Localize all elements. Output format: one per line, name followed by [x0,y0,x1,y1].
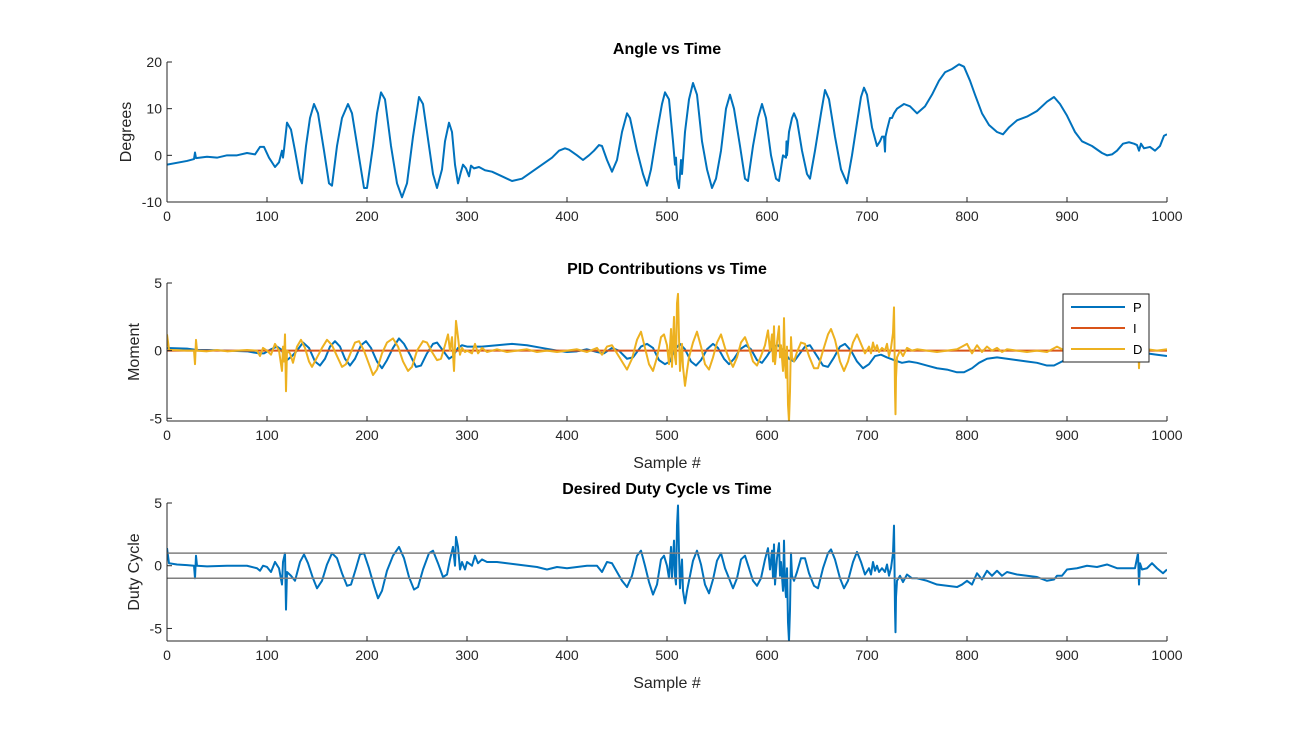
x-tick-label: 900 [1055,647,1079,663]
y-tick-label: 0 [154,147,162,163]
x-tick-label: 700 [855,427,879,443]
pid-panel: PID Contributions vs Time Moment Sample … [126,261,1183,472]
x-tick-label: 100 [255,427,279,443]
y-tick-label: -5 [150,620,163,636]
series-group [167,63,1167,199]
x-tick-label: 800 [955,647,979,663]
y-tick-label: 0 [154,558,162,574]
x-tick-label: 1000 [1151,647,1182,663]
y-tick-label: -10 [142,194,162,210]
x-tick-label: 100 [255,647,279,663]
y-axis-label: Moment [126,323,143,381]
panel-title: Angle vs Time [613,41,721,58]
y-tick-label: 20 [146,54,162,70]
x-tick-label: 900 [1055,427,1079,443]
x-tick-label: 600 [755,427,779,443]
y-tick-label: 5 [154,495,162,511]
x-tick-label: 500 [655,208,679,224]
y-tick-label: 5 [154,275,162,291]
legend: PID [1062,293,1150,363]
x-tick-label: 400 [555,208,579,224]
series-group [167,292,1167,421]
y-tick-label: 10 [146,101,162,117]
angle-panel: Angle vs Time Degrees 0 100 200 300 400 500 60… [118,41,1183,224]
y-axis-label: Duty Cycle [126,533,143,610]
x-tick-label: 0 [163,427,171,443]
x-tick-label: 200 [355,647,379,663]
series-line-0 [167,63,1167,199]
x-tick-label: 1000 [1151,427,1182,443]
x-tick-label: 300 [455,208,479,224]
plot-area [167,62,1167,202]
legend-label-p: P [1133,300,1142,315]
x-tick-label: 500 [655,647,679,663]
x-tick-label: 200 [355,208,379,224]
x-tick-label: 700 [855,208,879,224]
x-axis-label: Sample # [633,455,701,472]
series-group [167,504,1167,641]
y-tick-label: -5 [150,410,163,426]
x-tick-label: 400 [555,647,579,663]
x-tick-label: 1000 [1151,208,1182,224]
x-tick-label: 500 [655,427,679,443]
legend-label-i: I [1133,321,1137,336]
x-tick-label: 400 [555,427,579,443]
series-line-d [167,292,1167,421]
duty-cycle-panel: Desired Duty Cycle vs Time Duty Cycle Sa… [126,481,1183,692]
x-tick-label: 300 [455,427,479,443]
x-tick-label: 700 [855,647,879,663]
x-tick-label: 100 [255,208,279,224]
x-tick-label: 800 [955,427,979,443]
x-tick-label: 600 [755,208,779,224]
x-tick-label: 300 [455,647,479,663]
panel-title: Desired Duty Cycle vs Time [562,481,772,498]
panel-title: PID Contributions vs Time [567,261,767,278]
x-tick-label: 600 [755,647,779,663]
x-tick-label: 900 [1055,208,1079,224]
y-axis-label: Degrees [118,102,135,162]
x-axis-label: Sample # [633,675,701,692]
x-tick-label: 0 [163,208,171,224]
x-tick-label: 800 [955,208,979,224]
x-tick-label: 200 [355,427,379,443]
x-tick-label: 0 [163,647,171,663]
y-tick-label: 0 [154,343,162,359]
legend-label-d: D [1133,342,1142,357]
